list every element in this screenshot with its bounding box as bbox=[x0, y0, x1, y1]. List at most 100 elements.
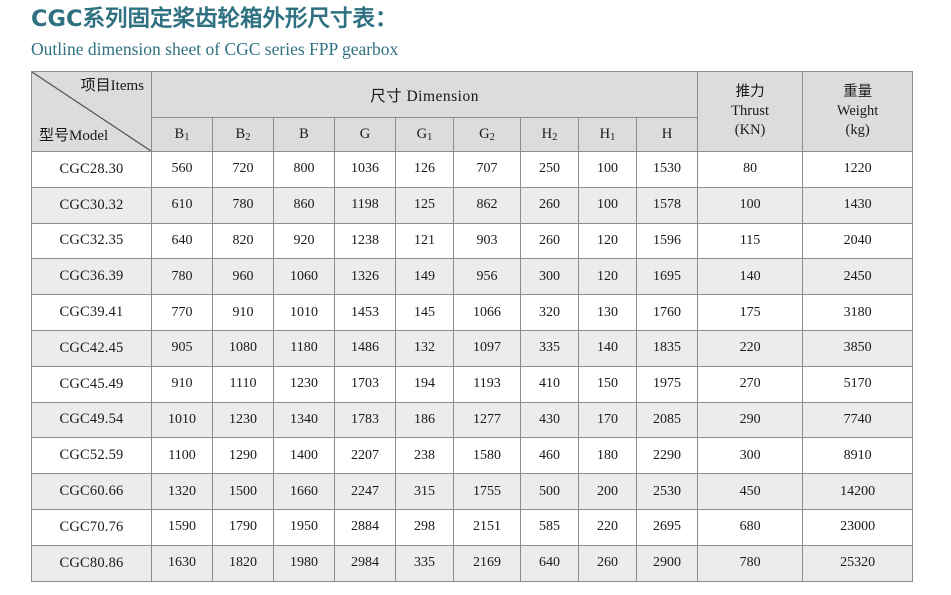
table-body: CGC28.30 560 720 800 1036 126 707 250 100 1530 80 1… bbox=[31, 151, 914, 582]
cell-thrust: 300 bbox=[697, 437, 804, 475]
cell-model: CGC80.86 bbox=[31, 544, 152, 582]
header-col-H2-sub: 2 bbox=[552, 132, 558, 143]
cell-g1: 298 bbox=[395, 508, 454, 546]
cell-g2: 903 bbox=[453, 222, 521, 260]
cell-weight: 2040 bbox=[802, 222, 914, 260]
table-row: CGC32.35 640 820 920 1238 121 903 260 120 1596 115… bbox=[31, 222, 914, 260]
cell-b2: 1290 bbox=[212, 437, 274, 475]
header-col-B-base: B bbox=[299, 126, 309, 142]
cell-weight: 3180 bbox=[802, 294, 914, 331]
cell-g: 1486 bbox=[334, 329, 396, 367]
cell-model: CGC49.54 bbox=[31, 401, 152, 439]
header-col-G-base: G bbox=[359, 126, 371, 142]
cell-b: 1010 bbox=[273, 294, 335, 331]
header-col-G1-base: G bbox=[416, 126, 428, 142]
cell-h: 1975 bbox=[635, 365, 699, 403]
cell-thrust: 780 bbox=[697, 544, 804, 582]
cell-h2: 250 bbox=[520, 151, 579, 188]
cell-h2: 500 bbox=[520, 473, 579, 510]
cell-b: 1060 bbox=[273, 258, 335, 296]
cell-thrust: 290 bbox=[697, 401, 804, 439]
cell-b1: 910 bbox=[151, 365, 213, 403]
table-row: CGC30.32 610 780 860 1198 125 862 260 100 1578 100… bbox=[31, 186, 914, 224]
cell-g: 1783 bbox=[334, 401, 396, 439]
header-weight: 重量 Weight (kg) bbox=[802, 71, 914, 152]
cell-b: 1950 bbox=[273, 508, 335, 546]
cell-model: CGC30.32 bbox=[31, 186, 152, 224]
header-col-B1: B1 bbox=[151, 117, 213, 152]
header-col-H1-base: H bbox=[599, 126, 611, 142]
cell-g: 2247 bbox=[334, 473, 396, 510]
cell-b1: 1010 bbox=[151, 401, 213, 439]
header-col-B2-base: B bbox=[235, 126, 246, 142]
cell-weight: 1220 bbox=[802, 151, 914, 188]
cell-b2: 960 bbox=[212, 258, 274, 296]
title-block: CGC系列固定桨齿轮箱外形尺寸表： Outline dimension shee… bbox=[0, 0, 951, 60]
cell-h2: 335 bbox=[520, 329, 579, 367]
table-row: CGC52.59 1100 1290 1400 2207 238 1580 460 180 229… bbox=[31, 437, 914, 475]
header-col-B2: B2 bbox=[212, 117, 274, 152]
cell-h1: 170 bbox=[578, 401, 637, 439]
cell-b1: 640 bbox=[151, 222, 213, 260]
cell-model: CGC42.45 bbox=[31, 329, 152, 367]
cell-weight: 5170 bbox=[802, 365, 914, 403]
header-col-G1: G1 bbox=[395, 117, 454, 152]
cell-g1: 186 bbox=[395, 401, 454, 439]
cell-g: 2984 bbox=[334, 544, 396, 582]
table-row: CGC28.30 560 720 800 1036 126 707 250 100 1530 80 1… bbox=[31, 151, 914, 188]
cell-g2: 1066 bbox=[453, 294, 521, 331]
header-thrust-en: Thrust bbox=[731, 103, 769, 119]
cell-weight: 8910 bbox=[802, 437, 914, 475]
cell-weight: 1430 bbox=[802, 186, 914, 224]
header-col-G1-sub: 1 bbox=[427, 132, 433, 143]
cell-h2: 460 bbox=[520, 437, 579, 475]
cell-model: CGC28.30 bbox=[31, 151, 152, 188]
page-subtitle: Outline dimension sheet of CGC series FP… bbox=[31, 39, 399, 59]
header-col-G2-sub: 2 bbox=[489, 132, 495, 143]
cell-model: CGC36.39 bbox=[31, 258, 152, 296]
cell-h: 2085 bbox=[635, 401, 699, 439]
cell-h2: 260 bbox=[520, 222, 579, 260]
cell-b: 860 bbox=[273, 186, 335, 224]
cell-h1: 120 bbox=[578, 258, 637, 296]
cell-h1: 220 bbox=[578, 508, 637, 546]
cell-b2: 1820 bbox=[212, 544, 274, 582]
cell-h2: 430 bbox=[520, 401, 579, 439]
cell-model: CGC52.59 bbox=[31, 437, 152, 475]
cell-thrust: 270 bbox=[697, 365, 804, 403]
cell-thrust: 140 bbox=[697, 258, 804, 296]
cell-b1: 1100 bbox=[151, 437, 213, 475]
cell-g1: 149 bbox=[395, 258, 454, 296]
cell-h2: 260 bbox=[520, 186, 579, 224]
cell-g2: 1755 bbox=[453, 473, 521, 510]
cell-g2: 707 bbox=[453, 151, 521, 188]
header-thrust: 推力 Thrust (KN) bbox=[697, 71, 804, 152]
cell-h: 1695 bbox=[635, 258, 699, 296]
cell-thrust: 680 bbox=[697, 508, 804, 546]
cell-g: 1703 bbox=[334, 365, 396, 403]
cell-weight: 2450 bbox=[802, 258, 914, 296]
cell-b: 1660 bbox=[273, 473, 335, 510]
cell-g: 1036 bbox=[334, 151, 396, 188]
cell-h1: 100 bbox=[578, 151, 637, 188]
cell-b: 1980 bbox=[273, 544, 335, 582]
header-items-label: 项目Items bbox=[80, 78, 144, 94]
table-head: 项目Items 型号Model 尺寸 Dimension 推力 Thrust (… bbox=[31, 71, 914, 152]
cell-h2: 410 bbox=[520, 365, 579, 403]
cell-thrust: 175 bbox=[697, 294, 804, 331]
header-col-G2-base: G bbox=[479, 126, 490, 142]
cell-g1: 121 bbox=[395, 222, 454, 260]
header-model-label: 型号Model bbox=[39, 128, 109, 144]
cell-b: 1400 bbox=[273, 437, 335, 475]
cell-thrust: 80 bbox=[697, 151, 804, 188]
cell-h1: 260 bbox=[578, 544, 637, 582]
cell-b2: 1790 bbox=[212, 508, 274, 546]
table-row: CGC70.76 1590 1790 1950 2884 298 2151 585 220 269… bbox=[31, 508, 914, 546]
cell-b: 920 bbox=[273, 222, 335, 260]
cell-weight: 3850 bbox=[802, 329, 914, 367]
cell-thrust: 100 bbox=[697, 186, 804, 224]
header-corner-cell: 项目Items 型号Model bbox=[31, 71, 152, 152]
cell-g2: 2151 bbox=[453, 508, 521, 546]
cell-b2: 1230 bbox=[212, 401, 274, 439]
cell-g1: 125 bbox=[395, 186, 454, 224]
